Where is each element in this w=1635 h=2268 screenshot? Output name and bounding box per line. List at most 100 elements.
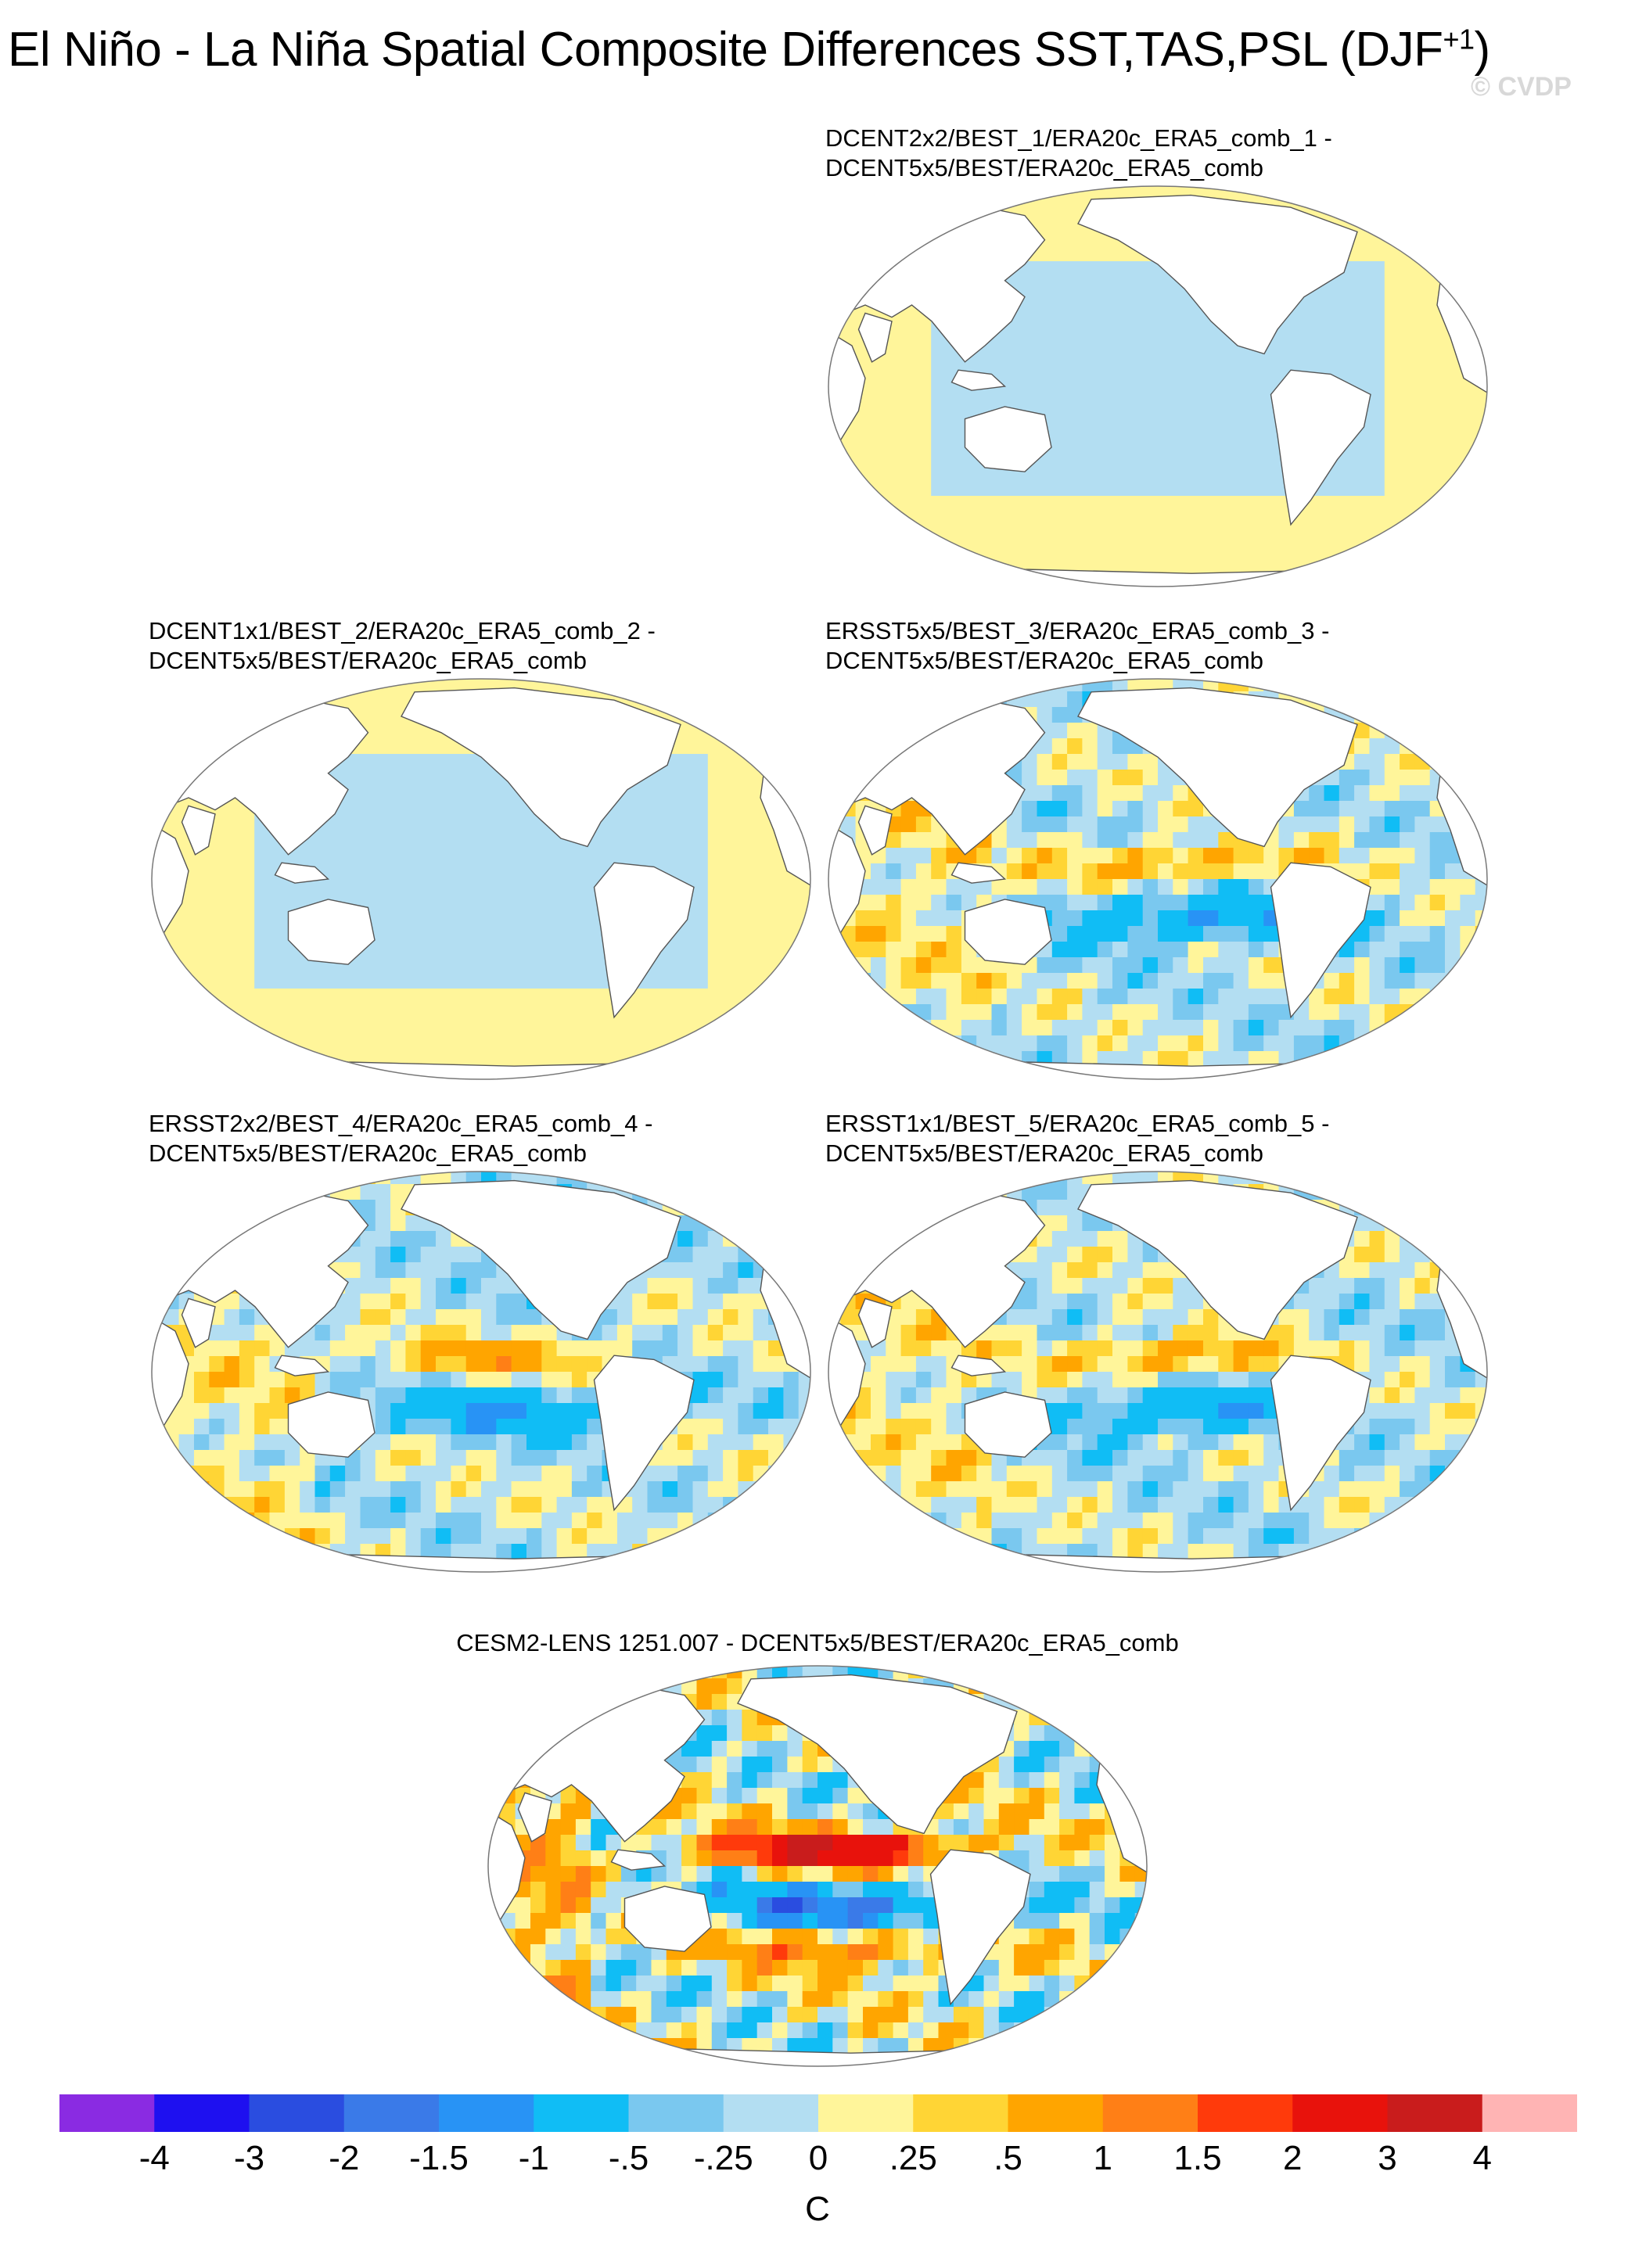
field-cell: [840, 1278, 857, 1294]
field-cell: [1127, 801, 1144, 817]
field-cell: [451, 957, 467, 974]
field-cell: [1218, 926, 1234, 942]
field-cell: [1142, 371, 1159, 387]
field-cell: [1158, 355, 1173, 371]
field-cell: [541, 895, 558, 911]
field-cell: [360, 1184, 376, 1200]
field-cell: [451, 1294, 467, 1310]
field-cell: [1384, 465, 1400, 481]
field-cell: [1309, 324, 1325, 340]
field-cell: [390, 973, 406, 989]
field-cell: [1339, 277, 1355, 293]
field-cell: [451, 1450, 467, 1466]
field-cell: [1082, 1247, 1098, 1263]
field-cell: [1112, 942, 1128, 958]
field-cell: [768, 1403, 784, 1419]
field-cell: [931, 433, 947, 450]
field-cell: [692, 1262, 709, 1279]
field-cell: [976, 879, 993, 895]
field-cell: [1475, 1172, 1487, 1185]
field-cell: [1067, 1247, 1083, 1263]
field-cell: [707, 1278, 724, 1294]
field-cell: [692, 691, 709, 708]
field-cell: [254, 1020, 271, 1036]
field-cell: [1233, 895, 1249, 911]
field-cell: [526, 942, 542, 958]
field-cell: [526, 989, 542, 1005]
field-cell: [194, 1356, 210, 1373]
field-cell: [1278, 848, 1295, 864]
field-cell: [1429, 863, 1446, 880]
field-cell: [209, 1340, 225, 1357]
field-cell: [1203, 449, 1219, 465]
field-cell: [1218, 957, 1234, 974]
field-cell: [976, 957, 993, 974]
field-cell: [360, 863, 376, 880]
field-cell: [1051, 1004, 1068, 1021]
field-cell: [961, 989, 977, 1005]
field-cell: [840, 973, 857, 989]
field-cell: [1051, 339, 1068, 356]
field-cell: [436, 754, 451, 770]
field-cell: [194, 1466, 210, 1482]
field-cell: [224, 910, 240, 927]
field-cell: [931, 679, 947, 692]
field-cell: [1384, 942, 1400, 958]
field-cell: [1112, 246, 1128, 262]
field-cell: [1400, 230, 1415, 246]
field-cell: [360, 1067, 376, 1079]
field-cell: [753, 1403, 769, 1419]
field-cell: [152, 1067, 164, 1079]
field-cell: [451, 942, 467, 958]
field-cell: [375, 895, 391, 911]
field-cell: [1173, 449, 1189, 465]
field-cell: [1082, 1262, 1098, 1279]
field-cell: [828, 261, 841, 278]
field-cell: [1067, 480, 1083, 497]
field-cell: [946, 1051, 962, 1068]
field-cell: [1339, 801, 1355, 817]
field-cell: [1369, 957, 1385, 974]
field-cell: [239, 1419, 255, 1435]
field-cell: [1082, 511, 1098, 528]
field-cell: [886, 723, 902, 739]
field-cell: [1051, 973, 1068, 989]
field-cell: [1173, 895, 1189, 911]
field-cell: [1067, 386, 1083, 403]
field-cell: [1233, 973, 1249, 989]
field-cell: [707, 1356, 724, 1373]
field-cell: [1369, 926, 1385, 942]
field-cell: [1460, 402, 1476, 418]
field-cell: [587, 942, 603, 958]
field-cell: [1051, 707, 1068, 723]
field-cell: [284, 1481, 300, 1498]
field-cell: [707, 738, 724, 755]
field-cell: [1203, 402, 1219, 418]
field-cell: [254, 926, 271, 942]
field-cell: [1097, 679, 1113, 692]
field-cell: [738, 1372, 754, 1388]
field-cell: [224, 1372, 240, 1388]
field-cell: [269, 1513, 286, 1529]
field-cell: [1263, 1051, 1280, 1068]
field-cell: [1324, 527, 1340, 544]
field-cell: [1127, 527, 1144, 544]
field-cell: [1127, 465, 1144, 481]
field-cell: [390, 1035, 406, 1052]
field-cell: [798, 1544, 810, 1560]
field-cell: [1429, 1004, 1446, 1021]
field-cell: [753, 691, 769, 708]
field-cell: [254, 1184, 271, 1200]
field-cell: [1475, 707, 1487, 723]
field-cell: [900, 879, 917, 895]
field-cell: [390, 926, 406, 942]
field-cell: [511, 910, 527, 927]
field-cell: [556, 848, 573, 864]
field-cell: [723, 910, 738, 927]
field-cell: [224, 1387, 240, 1404]
field-cell: [511, 1309, 527, 1326]
field-cell: [571, 926, 588, 942]
field-cell: [828, 679, 841, 692]
field-cell: [753, 957, 769, 974]
field-cell: [360, 1231, 376, 1247]
